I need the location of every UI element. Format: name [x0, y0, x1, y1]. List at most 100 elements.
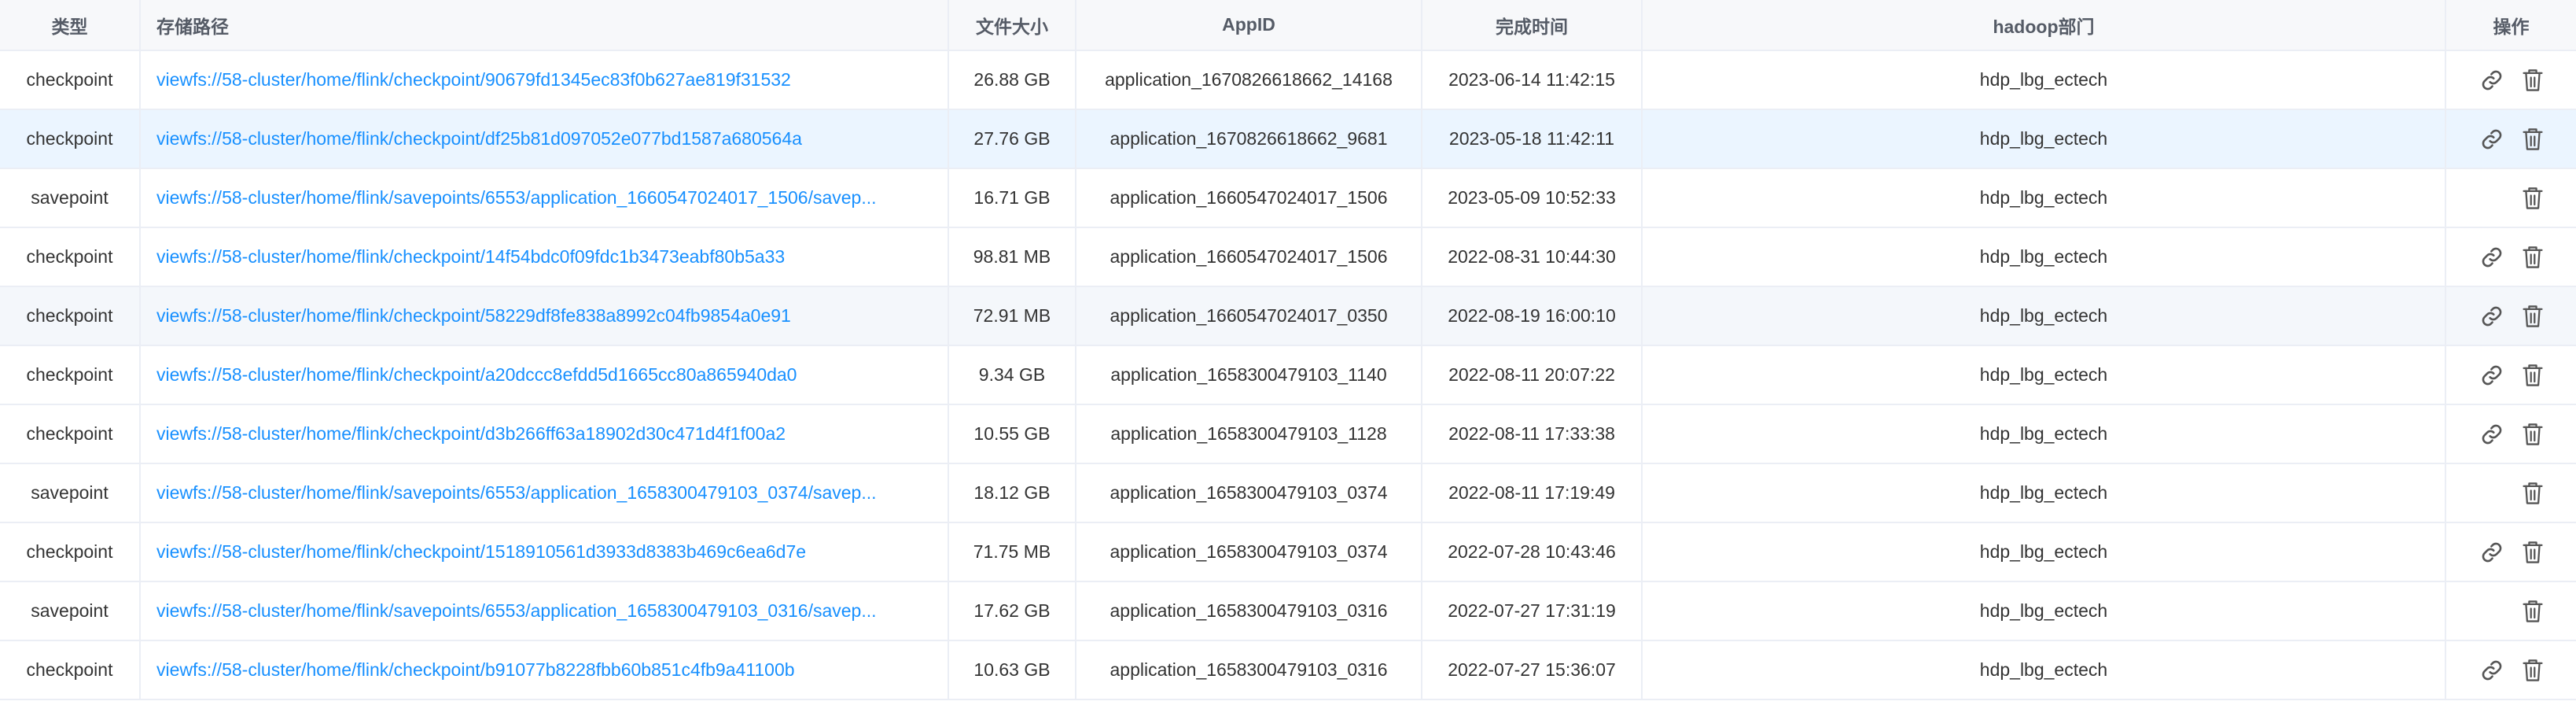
row-actions	[2462, 657, 2560, 684]
path-link[interactable]: viewfs://58-cluster/home/flink/checkpoin…	[156, 305, 791, 326]
cell-time: 2023-05-09 10:52:33	[1422, 168, 1643, 228]
row-actions	[2462, 303, 2560, 330]
cell-type: savepoint	[0, 463, 141, 523]
table-row[interactable]: checkpoint viewfs://58-cluster/home/flin…	[0, 286, 2576, 346]
cell-type: checkpoint	[0, 286, 141, 346]
cell-path: viewfs://58-cluster/home/flink/checkpoin…	[140, 404, 949, 464]
cell-time: 2022-08-19 16:00:10	[1422, 286, 1643, 346]
header-row: 类型 存储路径 文件大小 AppID 完成时间 hadoop部门 操作	[0, 0, 2576, 51]
link-icon[interactable]	[2480, 244, 2504, 271]
cell-appid: application_1670826618662_9681	[1076, 109, 1422, 169]
column-header-appid[interactable]: AppID	[1076, 0, 1422, 51]
path-link[interactable]: viewfs://58-cluster/home/flink/savepoint…	[156, 482, 877, 503]
trash-icon[interactable]	[2521, 303, 2545, 330]
path-link[interactable]: viewfs://58-cluster/home/flink/checkpoin…	[156, 69, 791, 90]
trash-icon[interactable]	[2521, 657, 2545, 684]
column-header-dept[interactable]: hadoop部门	[1642, 0, 2446, 51]
trash-icon[interactable]	[2521, 480, 2545, 507]
path-link[interactable]: viewfs://58-cluster/home/flink/checkpoin…	[156, 423, 786, 444]
cell-path: viewfs://58-cluster/home/flink/savepoint…	[140, 463, 949, 523]
link-icon[interactable]	[2480, 126, 2504, 153]
cell-dept: hdp_lbg_ectech	[1642, 581, 2446, 641]
cell-appid: application_1658300479103_1128	[1076, 404, 1422, 464]
cell-size: 10.55 GB	[948, 404, 1076, 464]
path-link[interactable]: viewfs://58-cluster/home/flink/checkpoin…	[156, 659, 795, 680]
trash-icon[interactable]	[2521, 67, 2545, 94]
cell-size: 18.12 GB	[948, 463, 1076, 523]
table-row[interactable]: checkpoint viewfs://58-cluster/home/flin…	[0, 227, 2576, 287]
path-link[interactable]: viewfs://58-cluster/home/flink/checkpoin…	[156, 128, 802, 149]
path-link[interactable]: viewfs://58-cluster/home/flink/savepoint…	[156, 187, 877, 208]
cell-ops	[2445, 286, 2576, 346]
cell-time: 2022-08-31 10:44:30	[1422, 227, 1643, 287]
cell-appid: application_1660547024017_1506	[1076, 227, 1422, 287]
trash-icon[interactable]	[2521, 421, 2545, 448]
table-row[interactable]: savepoint viewfs://58-cluster/home/flink…	[0, 168, 2576, 228]
row-actions	[2462, 362, 2560, 389]
column-header-path[interactable]: 存储路径	[140, 0, 949, 51]
column-header-type[interactable]: 类型	[0, 0, 141, 51]
column-header-time[interactable]: 完成时间	[1422, 0, 1643, 51]
cell-path: viewfs://58-cluster/home/flink/checkpoin…	[140, 640, 949, 700]
path-link[interactable]: viewfs://58-cluster/home/flink/checkpoin…	[156, 246, 786, 267]
cell-type: checkpoint	[0, 404, 141, 464]
table-row[interactable]: checkpoint viewfs://58-cluster/home/flin…	[0, 522, 2576, 582]
link-icon[interactable]	[2480, 67, 2504, 94]
link-icon[interactable]	[2480, 362, 2504, 389]
cell-path: viewfs://58-cluster/home/flink/checkpoin…	[140, 522, 949, 582]
path-link[interactable]: viewfs://58-cluster/home/flink/savepoint…	[156, 600, 877, 621]
table-row[interactable]: checkpoint viewfs://58-cluster/home/flin…	[0, 404, 2576, 464]
table-row[interactable]: checkpoint viewfs://58-cluster/home/flin…	[0, 345, 2576, 405]
cell-ops	[2445, 463, 2576, 523]
column-header-size[interactable]: 文件大小	[948, 0, 1076, 51]
path-link[interactable]: viewfs://58-cluster/home/flink/checkpoin…	[156, 541, 807, 562]
cell-dept: hdp_lbg_ectech	[1642, 168, 2446, 228]
path-link[interactable]: viewfs://58-cluster/home/flink/checkpoin…	[156, 364, 797, 385]
cell-appid: application_1660547024017_0350	[1076, 286, 1422, 346]
link-icon[interactable]	[2480, 303, 2504, 330]
cell-dept: hdp_lbg_ectech	[1642, 640, 2446, 700]
cell-time: 2023-05-18 11:42:11	[1422, 109, 1643, 169]
link-icon[interactable]	[2480, 657, 2504, 684]
row-actions	[2462, 126, 2560, 153]
cell-dept: hdp_lbg_ectech	[1642, 109, 2446, 169]
cell-ops	[2445, 109, 2576, 169]
row-actions	[2462, 539, 2560, 566]
cell-path: viewfs://58-cluster/home/flink/checkpoin…	[140, 109, 949, 169]
cell-dept: hdp_lbg_ectech	[1642, 286, 2446, 346]
cell-type: savepoint	[0, 168, 141, 228]
table-row[interactable]: savepoint viewfs://58-cluster/home/flink…	[0, 581, 2576, 641]
table-body: checkpoint viewfs://58-cluster/home/flin…	[0, 50, 2576, 700]
trash-icon[interactable]	[2521, 362, 2545, 389]
trash-icon[interactable]	[2521, 185, 2545, 212]
table-row[interactable]: checkpoint viewfs://58-cluster/home/flin…	[0, 640, 2576, 700]
cell-path: viewfs://58-cluster/home/flink/checkpoin…	[140, 345, 949, 405]
cell-size: 71.75 MB	[948, 522, 1076, 582]
trash-icon[interactable]	[2521, 244, 2545, 271]
table-row[interactable]: checkpoint viewfs://58-cluster/home/flin…	[0, 50, 2576, 110]
row-actions	[2462, 185, 2560, 212]
row-actions	[2462, 67, 2560, 94]
cell-appid: application_1658300479103_1140	[1076, 345, 1422, 405]
cell-ops	[2445, 50, 2576, 110]
trash-icon[interactable]	[2521, 539, 2545, 566]
trash-icon[interactable]	[2521, 598, 2545, 625]
table-row[interactable]: checkpoint viewfs://58-cluster/home/flin…	[0, 109, 2576, 169]
trash-icon[interactable]	[2521, 126, 2545, 153]
link-icon[interactable]	[2480, 421, 2504, 448]
cell-size: 16.71 GB	[948, 168, 1076, 228]
cell-size: 27.76 GB	[948, 109, 1076, 169]
row-actions	[2462, 598, 2560, 625]
cell-time: 2022-08-11 17:33:38	[1422, 404, 1643, 464]
cell-ops	[2445, 168, 2576, 228]
cell-dept: hdp_lbg_ectech	[1642, 522, 2446, 582]
cell-dept: hdp_lbg_ectech	[1642, 345, 2446, 405]
table-row[interactable]: savepoint viewfs://58-cluster/home/flink…	[0, 463, 2576, 523]
cell-time: 2023-06-14 11:42:15	[1422, 50, 1643, 110]
cell-appid: application_1658300479103_0316	[1076, 581, 1422, 641]
link-icon[interactable]	[2480, 539, 2504, 566]
cell-dept: hdp_lbg_ectech	[1642, 227, 2446, 287]
cell-ops	[2445, 404, 2576, 464]
cell-time: 2022-07-27 17:31:19	[1422, 581, 1643, 641]
